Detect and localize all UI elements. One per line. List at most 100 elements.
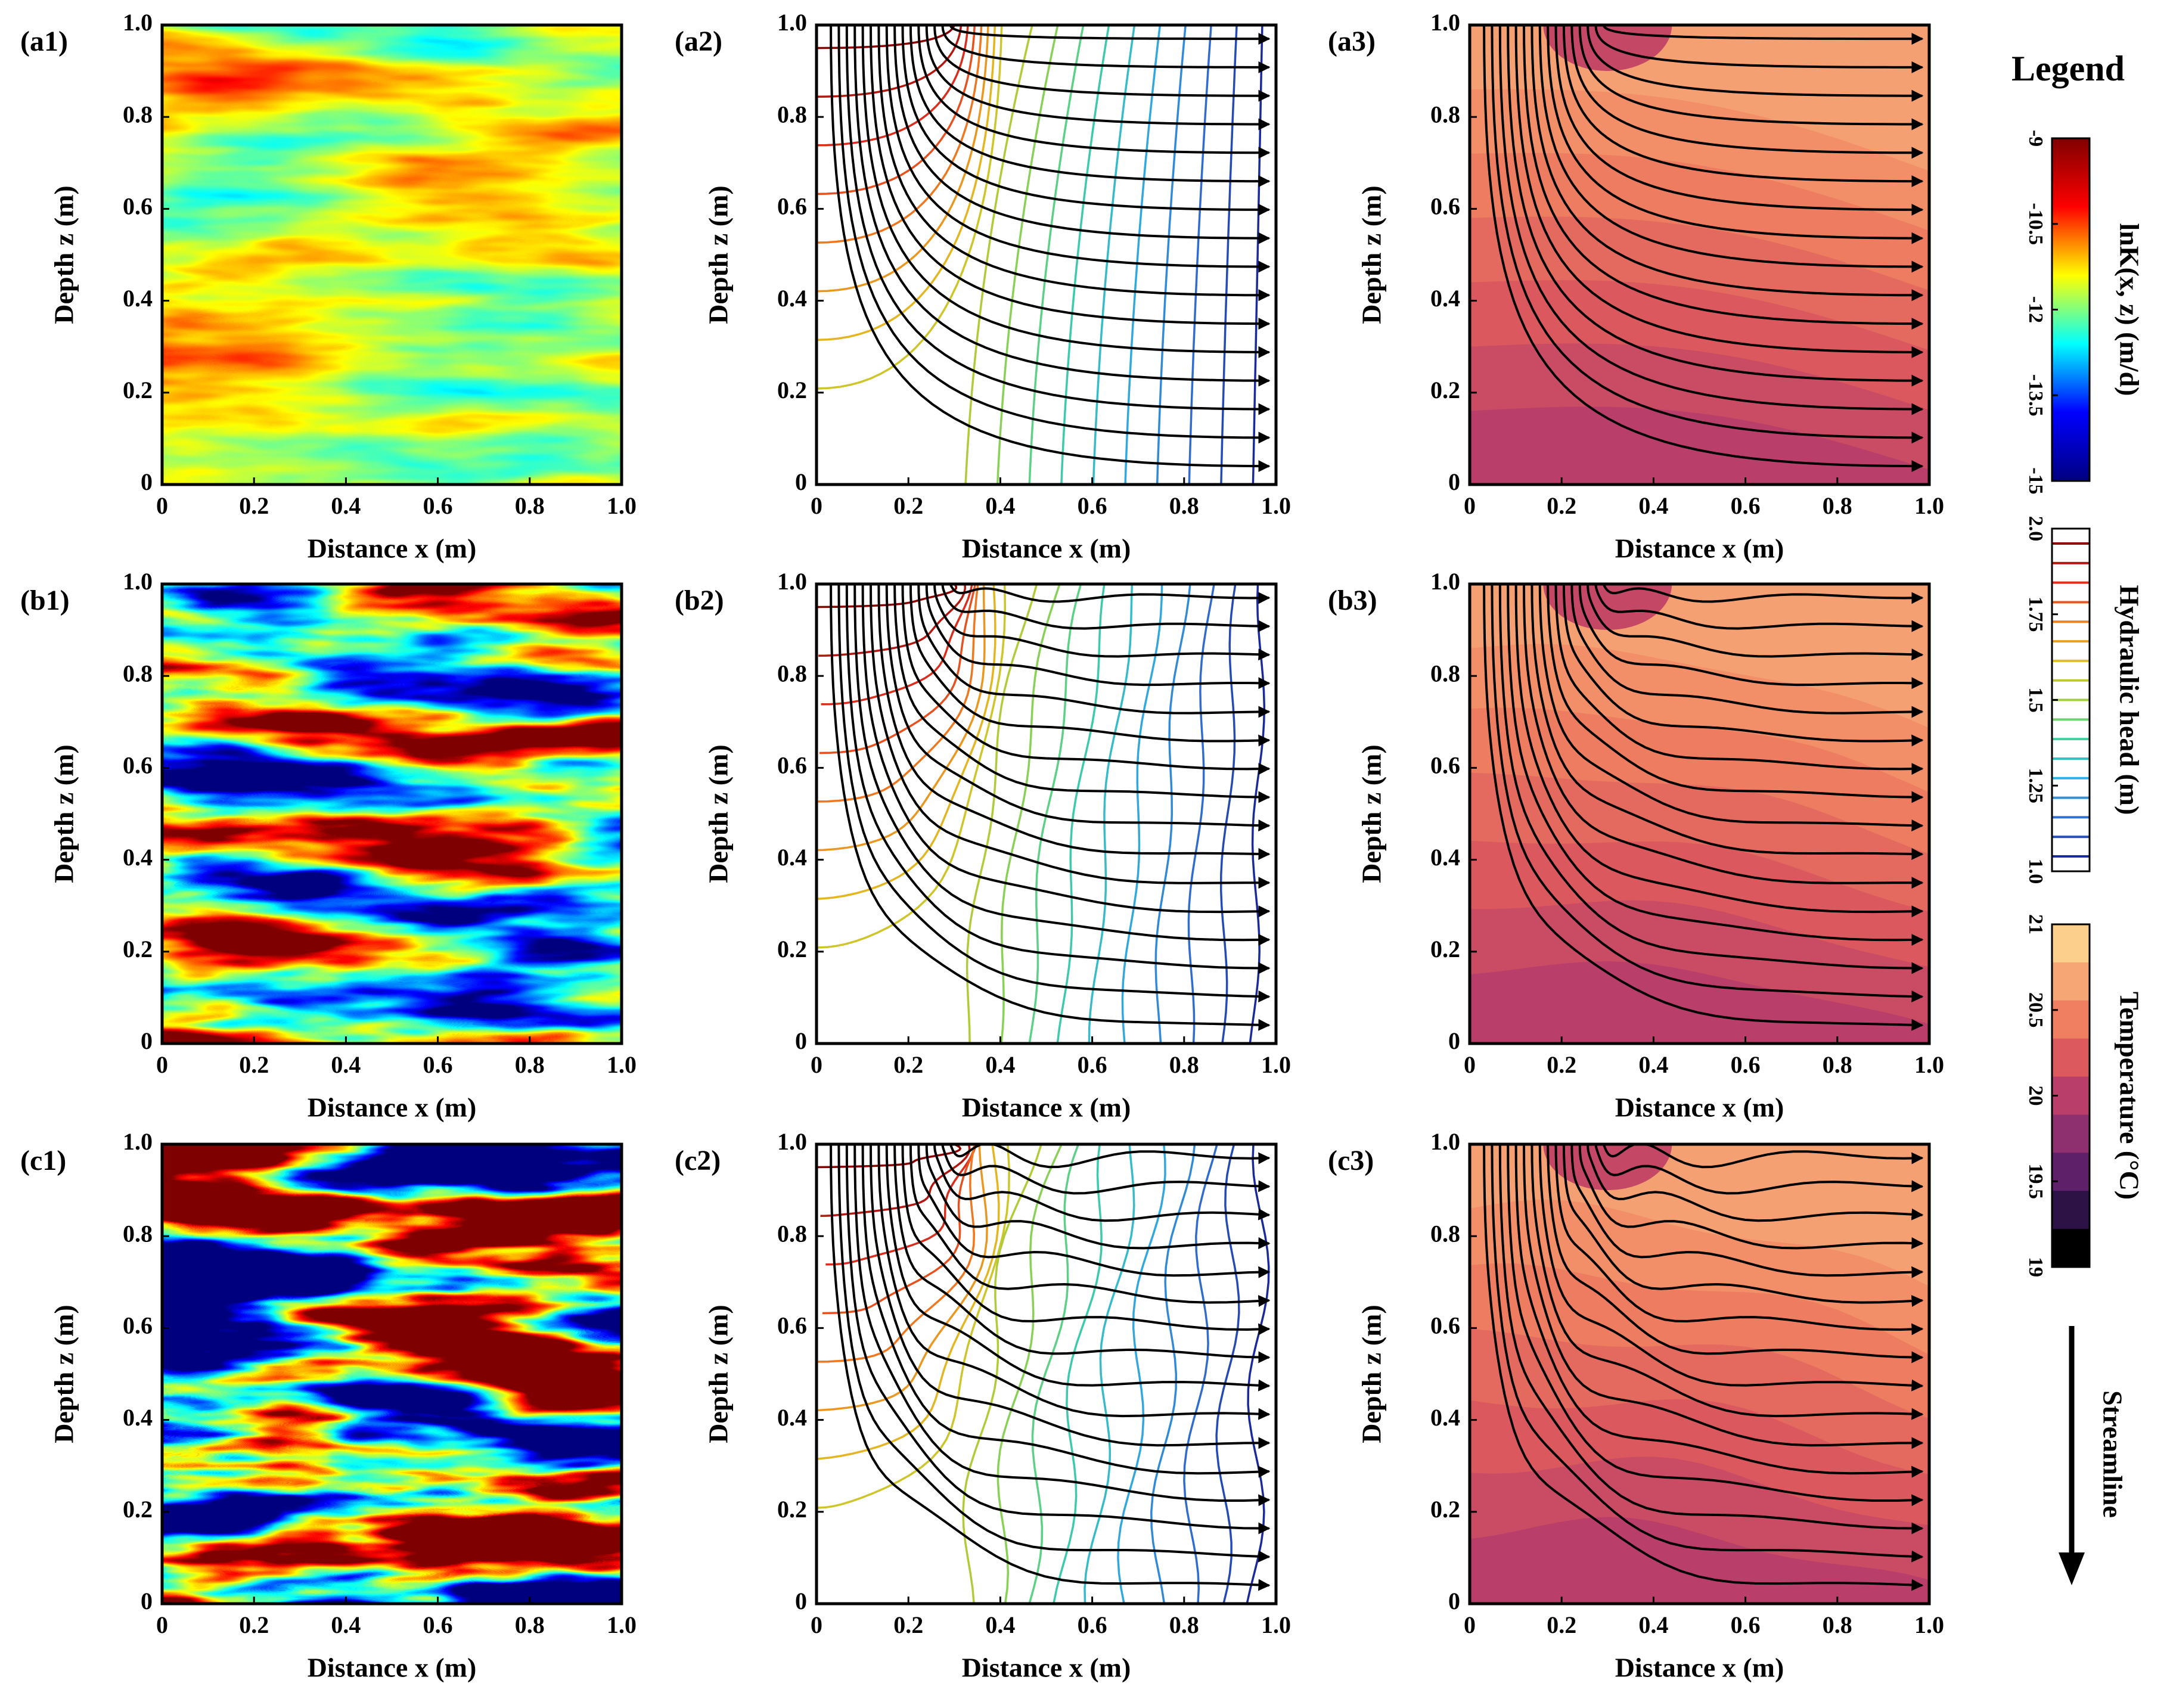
x-axis-label: Distance x (m) (1615, 1092, 1784, 1123)
y-tick-label: 0 (795, 1588, 807, 1614)
head-contour (817, 25, 955, 49)
panel-label: (b3) (1328, 585, 1377, 616)
panel-label: (c2) (675, 1145, 721, 1176)
panel-label: (b1) (20, 585, 70, 616)
head-contour (1028, 25, 1085, 485)
y-tick-label: 0.2 (123, 1496, 153, 1523)
streamline (845, 1144, 1271, 1535)
y-tick-label: 0.4 (777, 844, 807, 871)
colorbar-step (2052, 1000, 2090, 1039)
x-tick-label: 0.4 (985, 1051, 1015, 1078)
x-tick-label: 0.6 (423, 1051, 453, 1078)
head-contour (996, 25, 1059, 485)
streamline (1578, 25, 1924, 131)
y-axis-label: Depth z (m) (1356, 744, 1387, 883)
y-tick-label: 1.0 (777, 9, 807, 36)
panel-bg (817, 1144, 1276, 1604)
head-contour (817, 1144, 976, 1363)
panel-label: (a3) (1328, 26, 1376, 57)
y-tick-label: 0.2 (777, 377, 807, 403)
x-tick-label: 0.6 (1731, 1611, 1761, 1638)
head-contour (996, 1144, 1063, 1604)
y-tick-label: 0 (795, 1027, 807, 1054)
y-tick-label: 1.0 (1430, 1128, 1460, 1155)
streamline (837, 584, 1271, 1002)
panel (162, 25, 622, 485)
y-tick-label: 0.4 (123, 844, 153, 871)
streamline (1498, 584, 1924, 974)
streamline (885, 584, 1271, 832)
head-contour (817, 584, 996, 900)
colorbar-step (2052, 1038, 2090, 1077)
y-tick-label: 1.0 (123, 9, 153, 36)
streamline (1602, 1144, 1924, 1169)
y-tick-label: 1.0 (123, 568, 153, 595)
streamline (877, 584, 1271, 860)
y-tick-label: 0.6 (1430, 1312, 1460, 1339)
x-tick-label: 1.0 (1261, 1611, 1291, 1638)
x-tick-label: 0.4 (985, 492, 1015, 519)
x-tick-label: 0 (1464, 1051, 1476, 1078)
y-tick-label: 0.8 (777, 660, 807, 687)
y-tick-label: 0.6 (123, 1312, 153, 1339)
head-contour (819, 584, 977, 754)
streamline (861, 584, 1271, 918)
streamline-label: Streamline (2097, 1390, 2128, 1518)
y-tick-label: 0.4 (123, 285, 153, 312)
streamline (941, 584, 1271, 632)
x-tick-label: 0.2 (1547, 1051, 1576, 1078)
y-tick-label: 0.6 (777, 193, 807, 220)
streamline (925, 25, 1271, 131)
colorbar-tick-label: 1.25 (2025, 768, 2047, 804)
x-tick-label: 0.8 (515, 1051, 545, 1078)
streamline-arrowhead (2059, 1552, 2085, 1585)
x-tick-label: 0.4 (331, 1611, 361, 1638)
streamline (1587, 1144, 1924, 1222)
plot-frame (160, 23, 623, 486)
y-tick-label: 0 (141, 1588, 153, 1614)
streamline (830, 584, 1271, 1031)
colorbar (2052, 138, 2090, 481)
x-tick-label: 1.0 (607, 1051, 637, 1078)
y-tick-label: 0.8 (777, 101, 807, 128)
y-tick-label: 0 (141, 468, 153, 495)
x-tick-label: 1.0 (1261, 492, 1291, 519)
streamline (893, 1144, 1271, 1364)
streamline (885, 1144, 1271, 1392)
panel (1470, 1144, 1929, 1604)
y-axis-label: Depth z (m) (49, 744, 79, 883)
streamline (1531, 584, 1924, 860)
x-tick-label: 0.6 (1078, 1611, 1107, 1638)
colorbar-tick-label: 1.5 (2025, 687, 2047, 713)
streamline (870, 584, 1271, 889)
y-axis-label: Depth z (m) (1356, 185, 1387, 324)
y-tick-label: 1.0 (1430, 9, 1460, 36)
lnk-field (162, 584, 622, 1044)
y-tick-label: 0.8 (1430, 1220, 1460, 1247)
streamline (1602, 584, 1924, 604)
x-tick-label: 0.6 (1078, 492, 1107, 519)
streamline (909, 25, 1271, 188)
y-tick-label: 0.8 (1430, 660, 1460, 687)
y-tick-label: 0.2 (1430, 936, 1460, 962)
x-tick-label: 0.4 (1638, 1051, 1668, 1078)
streamline (1587, 584, 1924, 661)
plot-frame (815, 1142, 1278, 1605)
colorbar-tick-label: -9 (2025, 130, 2047, 147)
y-tick-label: 0.8 (777, 1220, 807, 1247)
head-contour (966, 584, 1038, 1044)
streamline (870, 1144, 1271, 1449)
panel-label: (a1) (20, 26, 68, 57)
y-tick-label: 0.8 (1430, 101, 1460, 128)
y-tick-label: 0.2 (123, 377, 153, 403)
x-tick-label: 0 (811, 492, 822, 519)
streamline (1498, 1144, 1924, 1535)
x-tick-label: 0 (156, 1611, 168, 1638)
head-contour (1117, 1144, 1166, 1604)
x-tick-label: 1.0 (1914, 1611, 1944, 1638)
streamline (1491, 25, 1924, 444)
x-tick-label: 0.8 (1169, 492, 1199, 519)
x-tick-label: 1.0 (1261, 1051, 1291, 1078)
panel (1470, 584, 1929, 1044)
